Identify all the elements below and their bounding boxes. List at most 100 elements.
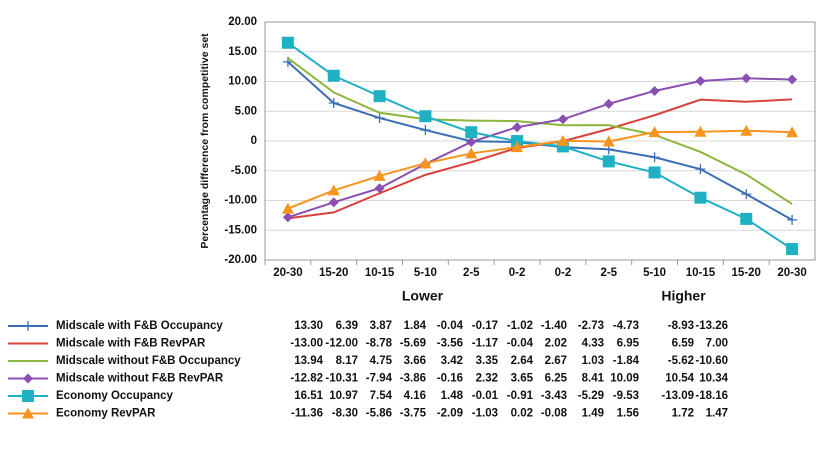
table-value: -3.75 [400,408,427,420]
y-tick-label: -15.00 [224,224,257,236]
x-tick-label: 0-2 [555,267,572,279]
legend-marker [23,373,33,384]
data-point [787,214,798,225]
data-point [465,147,478,159]
data-point [786,243,799,256]
table-value: 10.34 [699,373,728,385]
table-value: -12.00 [325,338,358,350]
x-tick-label: 5-10 [643,267,666,279]
table-value: 1.72 [672,408,694,420]
table-value: -1.02 [507,320,533,332]
y-tick-label: 0 [251,135,257,147]
table-value: 8.17 [336,355,358,367]
table-value: -8.93 [668,320,694,332]
table-value: 16.51 [294,390,323,402]
table-value: 6.59 [672,338,694,350]
data-point [511,135,524,148]
y-tick-label: 15.00 [228,46,257,58]
table-value: 2.64 [511,355,534,367]
data-point [512,122,523,133]
legend-marker [22,390,34,402]
x-tick-label: 20-30 [777,267,806,279]
y-tick-label: 10.00 [228,76,257,88]
table-value: 7.54 [370,390,393,402]
table-value: 3.65 [511,373,534,385]
table-value: 1.49 [582,408,604,420]
table-value: -1.17 [472,338,498,350]
data-point [374,183,385,194]
table-value: -0.16 [437,373,463,385]
table-value: -3.56 [437,338,463,350]
table-value: 0.02 [511,408,533,420]
data-point [695,164,706,175]
table-value: 4.16 [404,390,426,402]
x-tick-label: 10-15 [686,267,716,279]
data-point [327,69,340,82]
data-point [648,126,661,138]
table-value: 2.02 [545,338,567,350]
data-point [373,90,386,103]
table-value: 10.09 [610,373,639,385]
table-value: -5.86 [366,408,392,420]
table-value: 1.84 [404,320,427,332]
table-value: -8.78 [366,338,393,350]
data-point [327,184,340,196]
table-value: 4.33 [582,338,604,350]
data-point [419,110,432,123]
table-value: 7.00 [706,338,728,350]
table-value: -13.09 [661,390,694,402]
x-tick-label: 5-10 [414,267,437,279]
legend-label: Midscale with F&B RevPAR [56,338,206,350]
x-tick-label: 20-30 [273,267,302,279]
data-point [602,135,615,147]
table-value: -10.60 [695,355,728,367]
table-value: 1.47 [706,408,728,420]
table-value: -12.82 [290,373,323,385]
table-value: 1.03 [582,355,604,367]
legend-label: Midscale without F&B RevPAR [56,373,224,385]
table-value: 6.95 [617,338,640,350]
table-value: -4.73 [613,320,639,332]
table-value: -0.01 [472,390,499,402]
table-value: 13.30 [294,320,323,332]
legend-label: Economy RevPAR [56,408,156,420]
table-value: -2.73 [578,320,604,332]
table-value: -11.36 [291,408,323,420]
y-tick-label: -5.00 [231,165,257,177]
table-value: 3.66 [404,355,426,367]
data-point [603,98,614,109]
table-value: 13.94 [294,355,323,367]
series-line [287,129,793,210]
data-point [649,152,660,163]
data-point [466,136,477,147]
table-value: -9.53 [613,390,639,402]
table-value: 1.56 [617,408,639,420]
table-value: -1.40 [541,320,567,332]
data-point [281,36,294,49]
data-point [695,75,706,86]
table-value: 2.67 [545,355,567,367]
data-point [694,125,707,137]
legend-label: Midscale with F&B Occupancy [56,320,223,332]
table-value: -5.69 [400,338,426,350]
data-point [281,202,294,214]
table-value: 3.35 [476,355,499,367]
table-value: -1.03 [472,408,498,420]
table-value: 3.87 [370,320,392,332]
group-label: Higher [661,288,706,304]
y-tick-label: -10.00 [224,195,257,207]
data-point [511,141,524,153]
y-tick-label: 20.00 [228,16,257,28]
table-value: -0.17 [472,320,498,332]
x-tick-label: 0-2 [509,267,526,279]
table-value: 1.48 [441,390,464,402]
x-tick-label: 2-5 [463,267,480,279]
legend-marker [22,407,34,419]
table-value: -8.30 [332,408,358,420]
data-point [374,112,385,123]
table-value: -3.43 [541,390,567,402]
data-point [465,126,478,139]
data-point [557,114,568,125]
data-point [602,155,615,168]
table-value: -0.04 [437,320,464,332]
